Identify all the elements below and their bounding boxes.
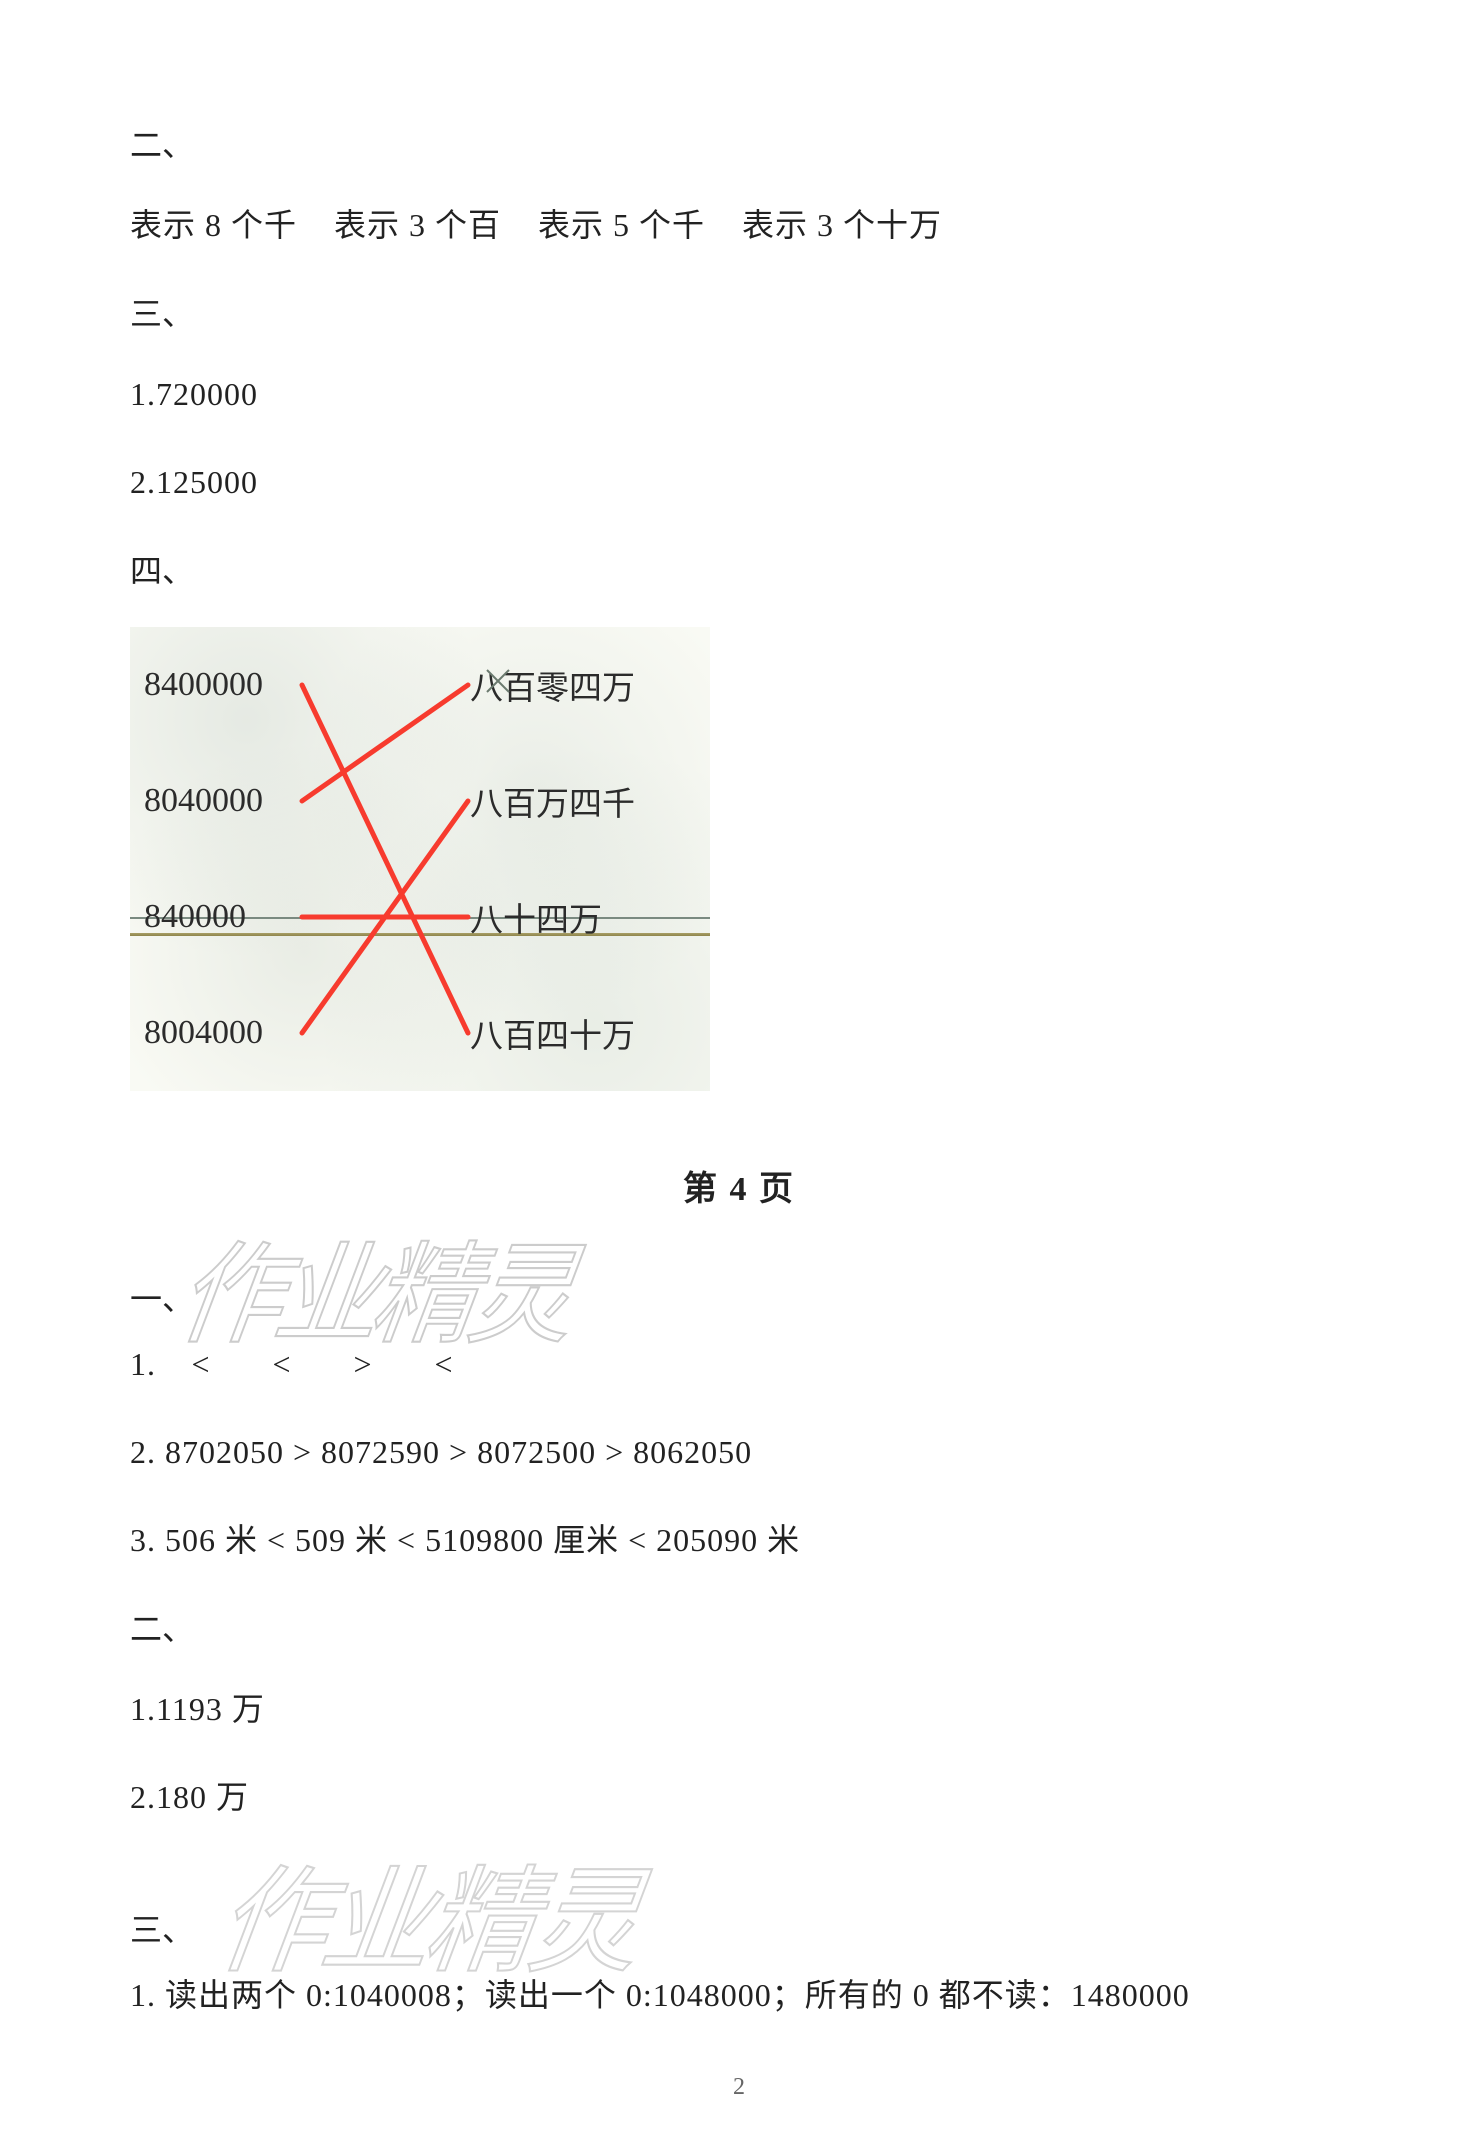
section-two-text: 表示 8 个千 表示 3 个百 表示 5 个千 表示 3 个十万 — [130, 201, 1348, 249]
section-two-header: 二、 — [130, 120, 1348, 166]
cmp-op: < — [246, 1340, 318, 1388]
match-row: 8004000 八百四十万 — [130, 975, 710, 1091]
p4-two-1: 1.1193 万 — [130, 1685, 1348, 1733]
match-row: 8040000 八百万四千 — [130, 743, 710, 859]
match-num: 840000 — [130, 898, 330, 936]
p4-section-three-header: 三、 — [130, 1905, 194, 1951]
match-word: 八百零四万 — [470, 661, 710, 709]
sec2-item: 表示 3 个百 — [334, 201, 501, 249]
watermark-wrap: 作业精灵 一、 — [130, 1210, 1348, 1330]
p4-section-two-header: 二、 — [130, 1604, 1348, 1650]
p4-section-one-header: 一、 — [130, 1274, 194, 1320]
document-page: 二、 表示 8 个千 表示 3 个百 表示 5 个千 表示 3 个十万 三、 1… — [0, 0, 1478, 2151]
section-four-header: 四、 — [130, 546, 1348, 592]
cmp-op: < — [165, 1340, 237, 1388]
sec2-item: 表示 8 个千 — [130, 201, 297, 249]
p4-q1: 1. < < > < — [130, 1340, 1348, 1388]
match-word: 八十四万 — [470, 893, 710, 941]
match-num: 8400000 — [130, 666, 330, 704]
sec2-item: 表示 5 个千 — [538, 201, 705, 249]
p4-q2: 2. 8702050 > 8072590 > 8072500 > 8062050 — [130, 1428, 1348, 1476]
match-row: 840000 八十四万 — [130, 859, 710, 975]
sec3-item-2: 2.125000 — [130, 458, 1348, 506]
cmp-op: < — [408, 1340, 480, 1388]
p4-q1-prefix: 1. — [130, 1346, 156, 1382]
match-word: 八百万四千 — [470, 777, 710, 825]
sec3-item-1: 1.720000 — [130, 370, 1348, 418]
p4-q3: 3. 506 米 < 509 米 < 5109800 厘米 < 205090 米 — [130, 1516, 1348, 1564]
match-num: 8004000 — [130, 1014, 330, 1052]
footer-page-number: 2 — [130, 2074, 1348, 2101]
matching-panel: 8400000 八百零四万 8040000 八百万四千 840000 八十四万 800400… — [130, 627, 710, 1091]
p4-three-1: 1. 读出两个 0:1040008；读出一个 0:1048000；所有的 0 都… — [130, 1971, 1348, 2019]
sec2-item: 表示 3 个十万 — [742, 201, 942, 249]
section-three-header: 三、 — [130, 289, 1348, 335]
cmp-op: > — [327, 1340, 399, 1388]
page-4-title: 第 4 页 — [130, 1161, 1348, 1210]
match-row: 8400000 八百零四万 — [130, 627, 710, 743]
watermark-text-2: 作业精灵 — [208, 1827, 648, 1995]
match-word: 八百四十万 — [470, 1009, 710, 1057]
watermark-wrap-2: 作业精灵 三、 — [130, 1841, 1348, 1961]
match-num: 8040000 — [130, 782, 330, 820]
p4-two-2: 2.180 万 — [130, 1773, 1348, 1821]
